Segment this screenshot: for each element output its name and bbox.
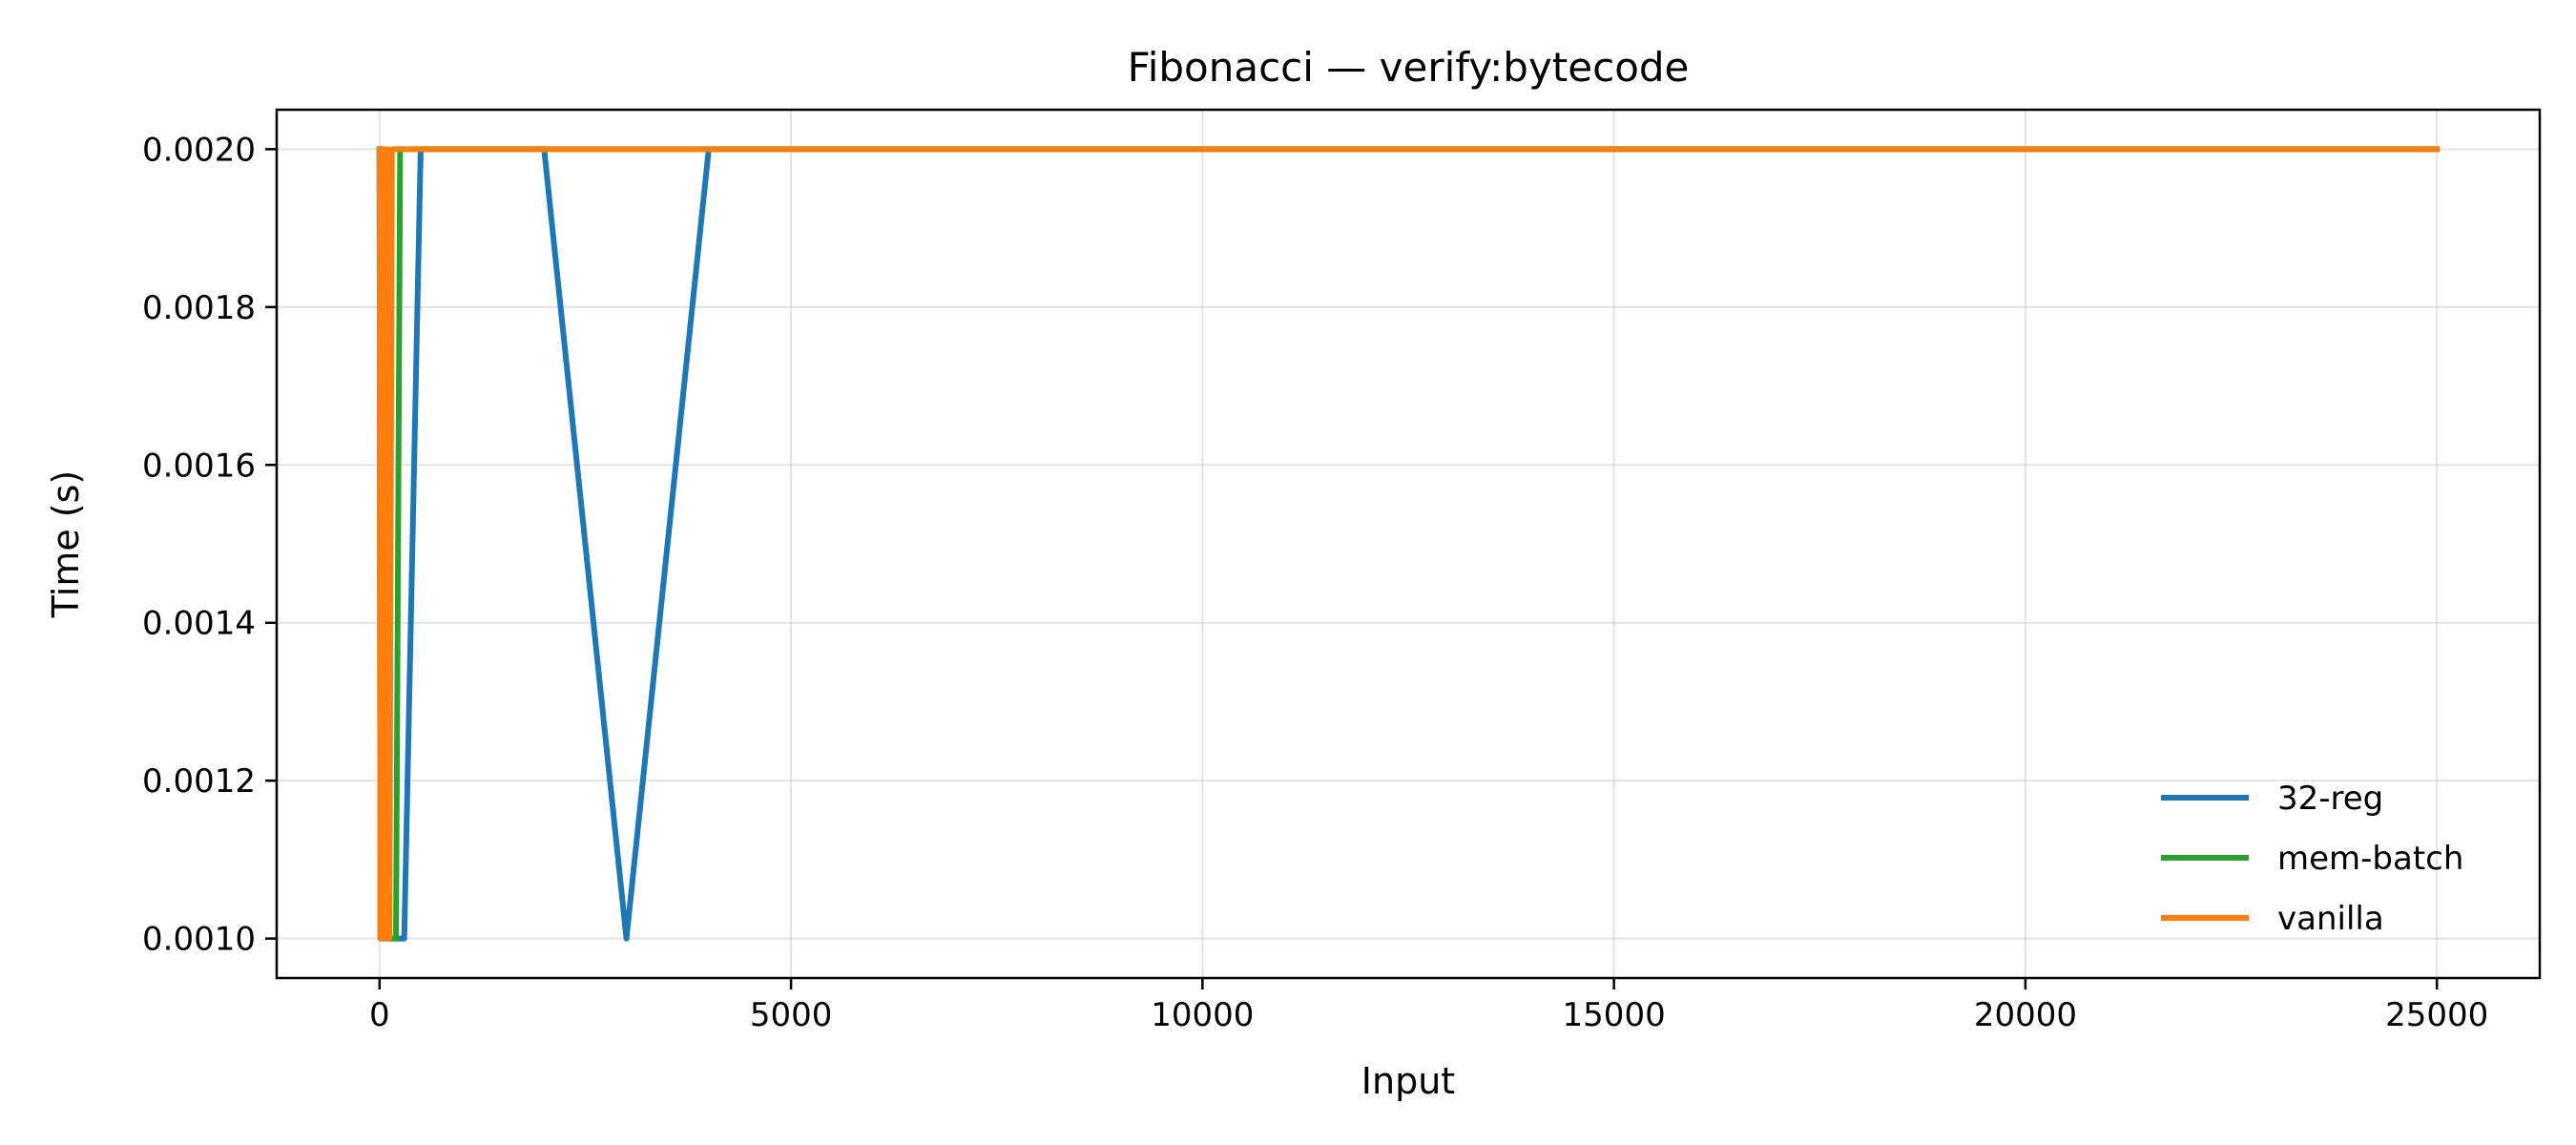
x-tick-label: 20000	[1974, 996, 2077, 1034]
y-tick-label: 0.0010	[142, 921, 256, 959]
axis-ticks: 0 5000 10000 15000 20000 25000 0.0010 0.0012 0.0…	[142, 131, 2488, 1034]
y-axis-title: Time (s)	[45, 470, 87, 619]
y-tick-label: 0.0020	[142, 131, 256, 169]
x-tick-label: 15000	[1563, 996, 1666, 1034]
x-tick-label: 0	[369, 996, 390, 1034]
x-tick-label: 5000	[750, 996, 833, 1034]
y-tick-label: 0.0014	[142, 605, 256, 643]
y-tick-label: 0.0018	[142, 289, 256, 327]
series-lines	[376, 146, 2441, 942]
x-tick-label: 10000	[1151, 996, 1254, 1034]
x-axis-title: Input	[1361, 1060, 1455, 1102]
legend: 32-reg mem-batch vanilla	[2161, 780, 2463, 938]
legend-label-vanilla: vanilla	[2277, 900, 2384, 938]
legend-label-32-reg: 32-reg	[2277, 780, 2383, 818]
y-tick-label: 0.0016	[142, 447, 256, 485]
plot-frame	[275, 108, 2542, 980]
y-tick-label: 0.0012	[142, 762, 256, 801]
grid	[277, 110, 2540, 978]
x-tick-label: 25000	[2385, 996, 2488, 1034]
legend-label-mem-batch: mem-batch	[2277, 840, 2463, 878]
series-line-vanilla	[376, 146, 2441, 942]
chart-title: Fibonacci — verify:bytecode	[1128, 44, 1690, 91]
